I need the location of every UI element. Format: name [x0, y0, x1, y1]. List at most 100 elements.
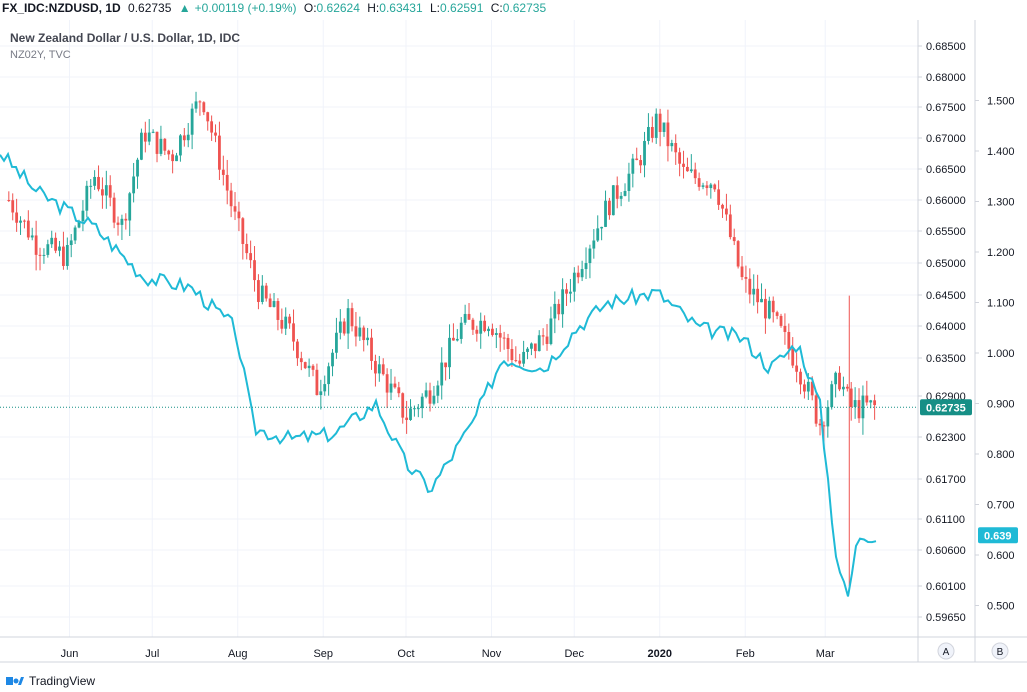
close-value: 0.62735 [502, 1, 547, 15]
candle-down [748, 278, 752, 295]
candle-up [654, 113, 658, 138]
candle-up [853, 400, 857, 408]
nz02y-overlay-line [0, 151, 877, 597]
candle-down [299, 358, 303, 363]
candle-down [502, 337, 506, 339]
grid-lines [0, 20, 918, 637]
candle-up [272, 301, 276, 307]
candle-down [233, 206, 237, 212]
candle-down [779, 315, 783, 326]
candle-down [116, 222, 120, 225]
candle-down [182, 135, 186, 141]
time-tick-label: Nov [482, 648, 502, 660]
candle-up [494, 333, 498, 335]
right-tick-label: 1.500 [987, 96, 1015, 108]
candle-up [179, 135, 182, 156]
overlay-series-title[interactable]: NZ02Y, TVC [10, 49, 71, 61]
main-series-title[interactable]: New Zealand Dollar / U.S. Dollar, 1D, ID… [10, 31, 241, 45]
candle-down [253, 260, 256, 281]
time-axis[interactable]: Jun Jul Aug Sep Oct Nov Dec 2020 Feb Mar [61, 648, 835, 660]
candle-up [30, 235, 34, 238]
candle-down [732, 237, 736, 242]
candle-down [713, 184, 717, 190]
candle-up [346, 308, 350, 334]
candle-up [132, 176, 136, 194]
candle-down [682, 163, 685, 167]
right-tick-label: 1.400 [987, 146, 1015, 158]
candle-down [783, 325, 787, 332]
last-price-badge: 0.62735 [920, 399, 972, 416]
candle-down [764, 298, 767, 319]
left-tick-label: 0.68500 [926, 41, 966, 53]
plot-area[interactable] [0, 20, 918, 637]
symbol-label[interactable]: FX_IDC:NZDUSD, 1D [2, 1, 121, 15]
candle-up [284, 316, 288, 329]
time-tick-label: Jul [145, 648, 159, 660]
open-value: 0.62624 [316, 1, 360, 15]
left-tick-label: 0.62300 [926, 432, 966, 444]
time-tick-label: Oct [397, 648, 414, 660]
left-tick-label: 0.59650 [926, 612, 966, 624]
candle-up [623, 190, 627, 196]
candle-down [296, 341, 299, 359]
candle-up [592, 240, 596, 249]
left-tick-label: 0.61700 [926, 474, 966, 486]
candle-down [650, 126, 654, 138]
candle-down [810, 381, 814, 396]
candle-up [549, 318, 553, 344]
candle-down [163, 138, 167, 151]
candle-up [175, 155, 178, 162]
axis-b-button[interactable]: B [991, 642, 1009, 660]
candle-up [46, 244, 50, 255]
candle-down [822, 425, 826, 427]
candle-down [315, 369, 319, 396]
candle-down [393, 383, 397, 388]
candle-down [545, 336, 549, 344]
candle-up [73, 227, 77, 241]
candle-down [721, 204, 724, 209]
candle-down [740, 266, 744, 278]
last-price-readout: 0.62735 [128, 1, 172, 15]
time-tick-label: Dec [564, 648, 584, 660]
close-label: C: [490, 1, 503, 15]
candle-down [686, 166, 689, 172]
candle-down [112, 197, 116, 223]
candle-down [475, 329, 479, 334]
candle-up [81, 210, 85, 222]
axis-a-button[interactable]: A [937, 642, 955, 660]
candle-up [553, 303, 557, 319]
candle-down [303, 362, 307, 369]
candle-up [806, 381, 810, 392]
left-price-axis[interactable]: 0.59650 0.60100 0.60600 0.61100 0.61700 0.623… [918, 41, 966, 624]
candle-down [198, 101, 202, 103]
candle-up [600, 226, 604, 229]
left-tick-label: 0.63500 [926, 353, 966, 365]
candle-down [693, 169, 697, 179]
candle-down [101, 189, 104, 196]
candle-up [128, 193, 132, 221]
candle-down [385, 374, 389, 393]
candle-down [374, 360, 377, 374]
tradingview-brand[interactable]: TradingView [29, 674, 96, 688]
right-tick-label: 0.600 [987, 550, 1015, 562]
candle-down [444, 362, 448, 368]
candle-up [338, 321, 342, 333]
right-price-axis[interactable]: 0.500 0.600 0.700 0.800 0.900 1.000 1.100 1.200… [975, 96, 1015, 613]
candle-down [771, 300, 775, 313]
candle-down [311, 365, 315, 370]
candle-up [65, 245, 69, 266]
candle-down [717, 189, 721, 205]
open-label: O: [303, 1, 317, 15]
candle-up [409, 408, 412, 420]
candle-up [526, 348, 529, 352]
candle-down [506, 337, 510, 349]
candle-up [190, 108, 194, 135]
candle-down [849, 388, 853, 408]
candle-down [214, 132, 217, 136]
candle-down [639, 160, 643, 166]
candle-down [405, 417, 409, 420]
candle-up [455, 338, 459, 341]
candle-down [245, 243, 249, 254]
time-tick-label: Feb [736, 648, 755, 660]
